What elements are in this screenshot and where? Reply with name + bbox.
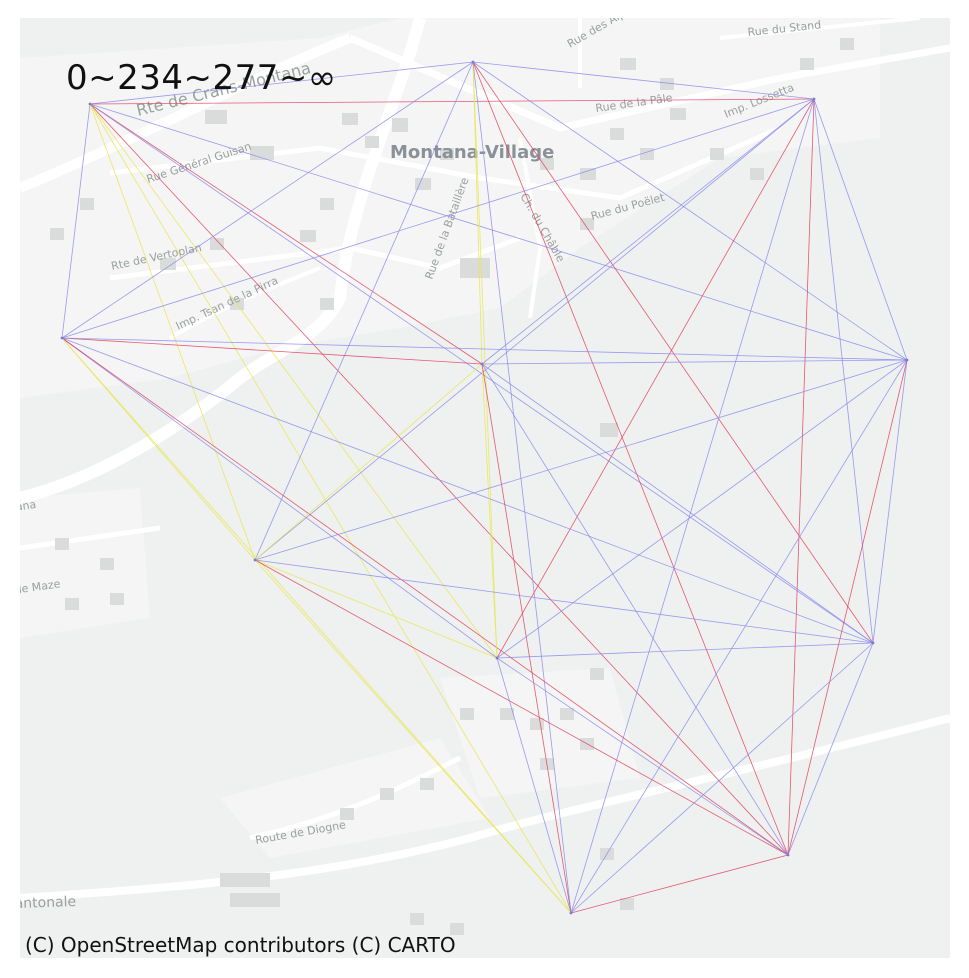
road xyxy=(348,34,950,132)
od-edge-B-J xyxy=(472,61,789,856)
od-edge-A-K xyxy=(89,103,572,914)
od-node-C[interactable] xyxy=(812,97,816,101)
od-edge-D-J xyxy=(61,337,789,856)
od-edge-E-I xyxy=(481,363,874,644)
road xyxy=(109,235,521,281)
edges-layer xyxy=(61,61,908,914)
road xyxy=(20,33,352,193)
od-edge-I-J xyxy=(787,642,874,856)
od-edge-G-J xyxy=(254,559,789,856)
od-edge-C-G xyxy=(254,98,815,561)
street-label: Route Cantonale xyxy=(20,894,76,914)
road xyxy=(249,755,462,841)
od-edge-A-C xyxy=(89,98,815,105)
od-edge-C-H xyxy=(496,98,815,659)
od-edge-F-K xyxy=(570,359,908,914)
od-edge-E-F xyxy=(481,359,908,365)
residential-area xyxy=(440,668,640,798)
od-edge-H-J xyxy=(496,657,789,856)
od-node-F[interactable] xyxy=(905,358,909,362)
od-edge-I-K xyxy=(570,642,874,914)
od-edge-C-F xyxy=(813,98,908,361)
map-attribution: (C) OpenStreetMap contributors (C) CARTO xyxy=(25,933,456,957)
od-node-A[interactable] xyxy=(88,102,92,106)
od-edge-B-F xyxy=(472,61,908,361)
od-edge-C-K xyxy=(570,98,815,914)
od-edge-B-C xyxy=(472,61,815,100)
road xyxy=(20,714,950,902)
od-edge-E-H xyxy=(481,363,498,659)
od-edge-H-K xyxy=(496,657,572,914)
od-edge-E-J xyxy=(481,363,789,856)
od-edge-F-H xyxy=(496,359,908,659)
od-node-H[interactable] xyxy=(495,656,499,660)
od-edge-B-K xyxy=(472,61,572,914)
od-node-J[interactable] xyxy=(786,853,790,857)
od-node-D[interactable] xyxy=(60,336,64,340)
road xyxy=(518,137,543,319)
od-edge-D-H xyxy=(61,337,498,659)
od-edge-E-K xyxy=(481,363,572,914)
map-canvas[interactable]: Rte de Crans-Montana Rue Général Guisan … xyxy=(20,18,950,958)
od-edge-C-J xyxy=(787,98,815,856)
residential-area xyxy=(20,488,150,638)
od-edge-F-J xyxy=(787,359,908,856)
od-edge-B-G xyxy=(254,61,474,561)
place-label: Montana-Village xyxy=(390,142,554,163)
od-edge-A-F xyxy=(89,103,908,361)
road xyxy=(719,18,921,40)
od-edge-A-D xyxy=(61,103,91,339)
od-edge-H-I xyxy=(496,642,874,659)
od-edge-G-I xyxy=(254,559,874,644)
od-edge-A-B xyxy=(89,61,474,105)
od-edge-J-K xyxy=(570,854,789,914)
basemap: Rte de Crans-Montana Rue Général Guisan … xyxy=(20,18,950,935)
od-edge-C-I xyxy=(813,98,874,644)
od-edge-D-E xyxy=(61,337,483,365)
od-edge-C-E xyxy=(481,98,815,365)
od-edge-B-I xyxy=(472,61,874,644)
od-edge-F-G xyxy=(254,359,908,561)
od-edge-F-I xyxy=(872,359,908,644)
od-edge-D-G xyxy=(61,337,256,561)
od-edge-B-H xyxy=(472,61,498,659)
od-edge-G-K xyxy=(254,559,572,914)
map-frame[interactable]: Rte de Crans-Montana Rue Général Guisan … xyxy=(20,18,950,958)
od-edge-B-D xyxy=(61,61,474,339)
od-edge-A-E xyxy=(89,103,483,365)
od-node-G[interactable] xyxy=(253,558,257,562)
od-edge-D-K xyxy=(61,337,572,914)
road xyxy=(168,266,321,340)
od-node-I[interactable] xyxy=(871,641,875,645)
nodes-layer xyxy=(60,60,909,915)
legend-title: 0~234~277~∞ xyxy=(66,58,337,98)
od-edge-B-E xyxy=(472,61,483,365)
od-edge-A-H xyxy=(89,103,498,659)
od-node-K[interactable] xyxy=(569,911,573,915)
od-edge-D-F xyxy=(61,337,908,361)
od-node-B[interactable] xyxy=(471,60,475,64)
od-edge-D-I xyxy=(61,337,874,644)
od-edge-C-D xyxy=(61,98,815,339)
od-edge-G-H xyxy=(254,559,498,659)
od-node-E[interactable] xyxy=(480,362,484,366)
od-edge-A-G xyxy=(89,103,256,561)
od-edge-E-G xyxy=(254,363,483,561)
road xyxy=(20,525,161,551)
